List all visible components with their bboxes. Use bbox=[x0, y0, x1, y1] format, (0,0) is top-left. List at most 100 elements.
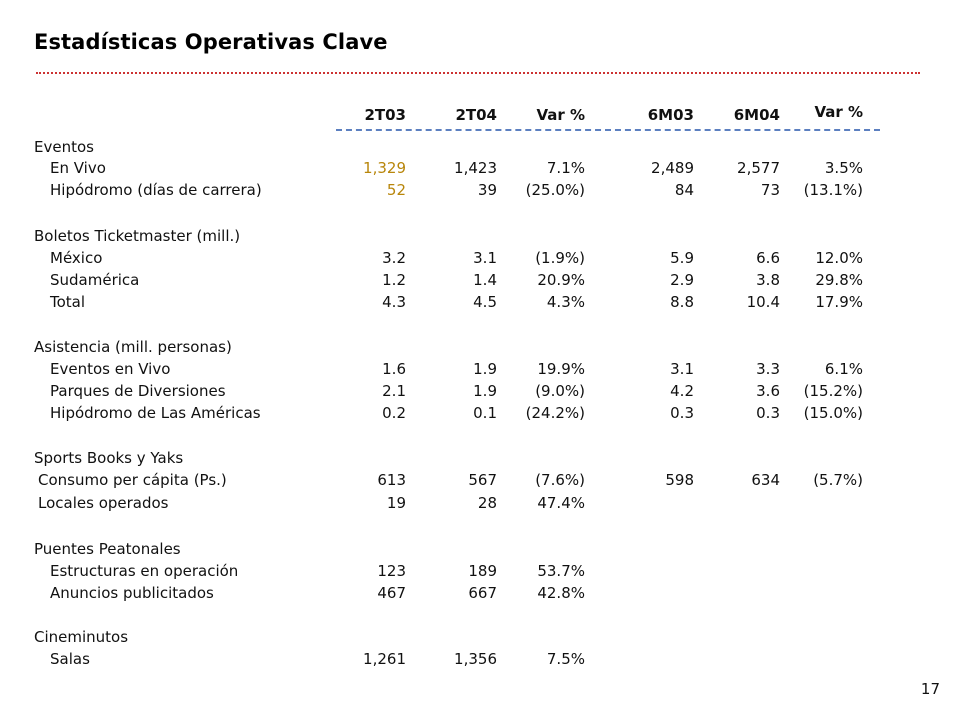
row-label: Salas bbox=[50, 650, 90, 668]
cell-var-quarter: 20.9% bbox=[537, 271, 585, 289]
table-row: México 3.2 3.1 (1.9%) 5.9 6.6 12.0% bbox=[0, 249, 960, 271]
cell-2t04: 189 bbox=[468, 562, 497, 580]
cell-6m03: 2.9 bbox=[670, 271, 694, 289]
cell-6m03: 3.1 bbox=[670, 360, 694, 378]
section-heading: Eventos bbox=[0, 138, 960, 160]
row-label: Hipódromo (días de carrera) bbox=[50, 181, 262, 199]
header-divider bbox=[336, 129, 880, 131]
header-6m03: 6M03 bbox=[647, 106, 694, 124]
header-6m04: 6M04 bbox=[733, 106, 780, 124]
cell-var-quarter: (9.0%) bbox=[535, 382, 585, 400]
cell-var-semester: 17.9% bbox=[815, 293, 863, 311]
cell-2t03: 1.6 bbox=[382, 360, 406, 378]
header-2t03: 2T03 bbox=[364, 106, 406, 124]
section-title: Sports Books y Yaks bbox=[34, 449, 184, 467]
table-row: Salas 1,261 1,356 7.5% bbox=[0, 650, 960, 672]
cell-2t03: 1,261 bbox=[363, 650, 406, 668]
cell-var-semester: 12.0% bbox=[815, 249, 863, 267]
table-row: Estructuras en operación 123 189 53.7% bbox=[0, 562, 960, 584]
section-heading: Sports Books y Yaks bbox=[0, 449, 960, 471]
cell-6m04: 3.8 bbox=[756, 271, 780, 289]
row-label: Sudamérica bbox=[50, 271, 140, 289]
cell-6m04: 10.4 bbox=[746, 293, 780, 311]
row-label: Locales operados bbox=[38, 494, 169, 512]
section-title: Boletos Ticketmaster (mill.) bbox=[34, 227, 241, 245]
cell-var-quarter: (7.6%) bbox=[535, 471, 585, 489]
cell-2t03: 2.1 bbox=[382, 382, 406, 400]
table-row: Parques de Diversiones 2.1 1.9 (9.0%) 4.… bbox=[0, 382, 960, 404]
table-row: Sudamérica 1.2 1.4 20.9% 2.9 3.8 29.8% bbox=[0, 271, 960, 293]
cell-var-semester: (15.0%) bbox=[803, 404, 863, 422]
cell-2t03: 0.2 bbox=[382, 404, 406, 422]
section-title: Cineminutos bbox=[34, 628, 129, 646]
row-label: En Vivo bbox=[50, 159, 106, 177]
cell-6m03: 0.3 bbox=[670, 404, 694, 422]
table-row: Hipódromo de Las Américas 0.2 0.1 (24.2%… bbox=[0, 404, 960, 426]
row-label: Anuncios publicitados bbox=[50, 584, 214, 602]
cell-2t03: 52 bbox=[386, 181, 406, 199]
row-label: Hipódromo de Las Américas bbox=[50, 404, 261, 422]
cell-2t04: 1.9 bbox=[473, 360, 497, 378]
cell-6m03: 5.9 bbox=[670, 249, 694, 267]
section-heading: Boletos Ticketmaster (mill.) bbox=[0, 227, 960, 249]
cell-6m04: 0.3 bbox=[756, 404, 780, 422]
section-heading: Cineminutos bbox=[0, 628, 960, 650]
cell-6m03: 84 bbox=[674, 181, 694, 199]
table-row: Eventos en Vivo 1.6 1.9 19.9% 3.1 3.3 6.… bbox=[0, 360, 960, 382]
cell-2t04: 1.4 bbox=[473, 271, 497, 289]
cell-var-quarter: 7.1% bbox=[546, 159, 585, 177]
cell-6m04: 6.6 bbox=[756, 249, 780, 267]
cell-6m04: 73 bbox=[760, 181, 780, 199]
cell-var-quarter: 42.8% bbox=[537, 584, 585, 602]
cell-6m04: 3.6 bbox=[756, 382, 780, 400]
table-row: Total 4.3 4.5 4.3% 8.8 10.4 17.9% bbox=[0, 293, 960, 315]
cell-2t03: 613 bbox=[377, 471, 406, 489]
cell-2t04: 4.5 bbox=[473, 293, 497, 311]
cell-var-quarter: 47.4% bbox=[537, 494, 585, 512]
row-label: Estructuras en operación bbox=[50, 562, 239, 580]
section-title: Eventos bbox=[34, 138, 94, 156]
cell-6m04: 634 bbox=[751, 471, 780, 489]
section-heading: Puentes Peatonales bbox=[0, 540, 960, 562]
title-divider bbox=[36, 72, 920, 74]
cell-2t04: 667 bbox=[468, 584, 497, 602]
cell-2t03: 19 bbox=[386, 494, 406, 512]
cell-2t04: 1,356 bbox=[454, 650, 497, 668]
cell-2t03: 123 bbox=[377, 562, 406, 580]
cell-6m03: 598 bbox=[665, 471, 694, 489]
row-label: Parques de Diversiones bbox=[50, 382, 226, 400]
cell-2t03: 1,329 bbox=[363, 159, 406, 177]
table-row: En Vivo 1,329 1,423 7.1% 2,489 2,577 3.5… bbox=[0, 159, 960, 181]
page-title: Estadísticas Operativas Clave bbox=[34, 30, 388, 54]
cell-2t04: 1,423 bbox=[454, 159, 497, 177]
cell-var-quarter: 7.5% bbox=[546, 650, 585, 668]
cell-var-semester: 29.8% bbox=[815, 271, 863, 289]
cell-var-quarter: 53.7% bbox=[537, 562, 585, 580]
table-row: Anuncios publicitados 467 667 42.8% bbox=[0, 584, 960, 606]
cell-6m04: 2,577 bbox=[737, 159, 780, 177]
cell-6m04: 3.3 bbox=[756, 360, 780, 378]
header-var-quarter: Var % bbox=[536, 106, 585, 124]
section-title: Puentes Peatonales bbox=[34, 540, 181, 558]
cell-var-semester: 3.5% bbox=[824, 159, 863, 177]
cell-2t04: 567 bbox=[468, 471, 497, 489]
cell-var-semester: 6.1% bbox=[824, 360, 863, 378]
cell-2t03: 467 bbox=[377, 584, 406, 602]
header-2t04: 2T04 bbox=[455, 106, 497, 124]
cell-2t03: 1.2 bbox=[382, 271, 406, 289]
section-title: Asistencia (mill. personas) bbox=[34, 338, 232, 356]
cell-var-quarter: 19.9% bbox=[537, 360, 585, 378]
cell-var-quarter: (25.0%) bbox=[525, 181, 585, 199]
cell-2t04: 1.9 bbox=[473, 382, 497, 400]
cell-var-semester: (15.2%) bbox=[803, 382, 863, 400]
cell-2t04: 39 bbox=[477, 181, 497, 199]
cell-6m03: 2,489 bbox=[651, 159, 694, 177]
cell-2t04: 0.1 bbox=[473, 404, 497, 422]
table-row: Consumo per cápita (Ps.) 613 567 (7.6%) … bbox=[0, 471, 960, 493]
cell-var-semester: (13.1%) bbox=[803, 181, 863, 199]
row-label: México bbox=[50, 249, 103, 267]
header-var-semester: Var % bbox=[814, 103, 863, 121]
cell-2t04: 28 bbox=[477, 494, 497, 512]
row-label: Eventos en Vivo bbox=[50, 360, 171, 378]
row-label: Total bbox=[50, 293, 86, 311]
